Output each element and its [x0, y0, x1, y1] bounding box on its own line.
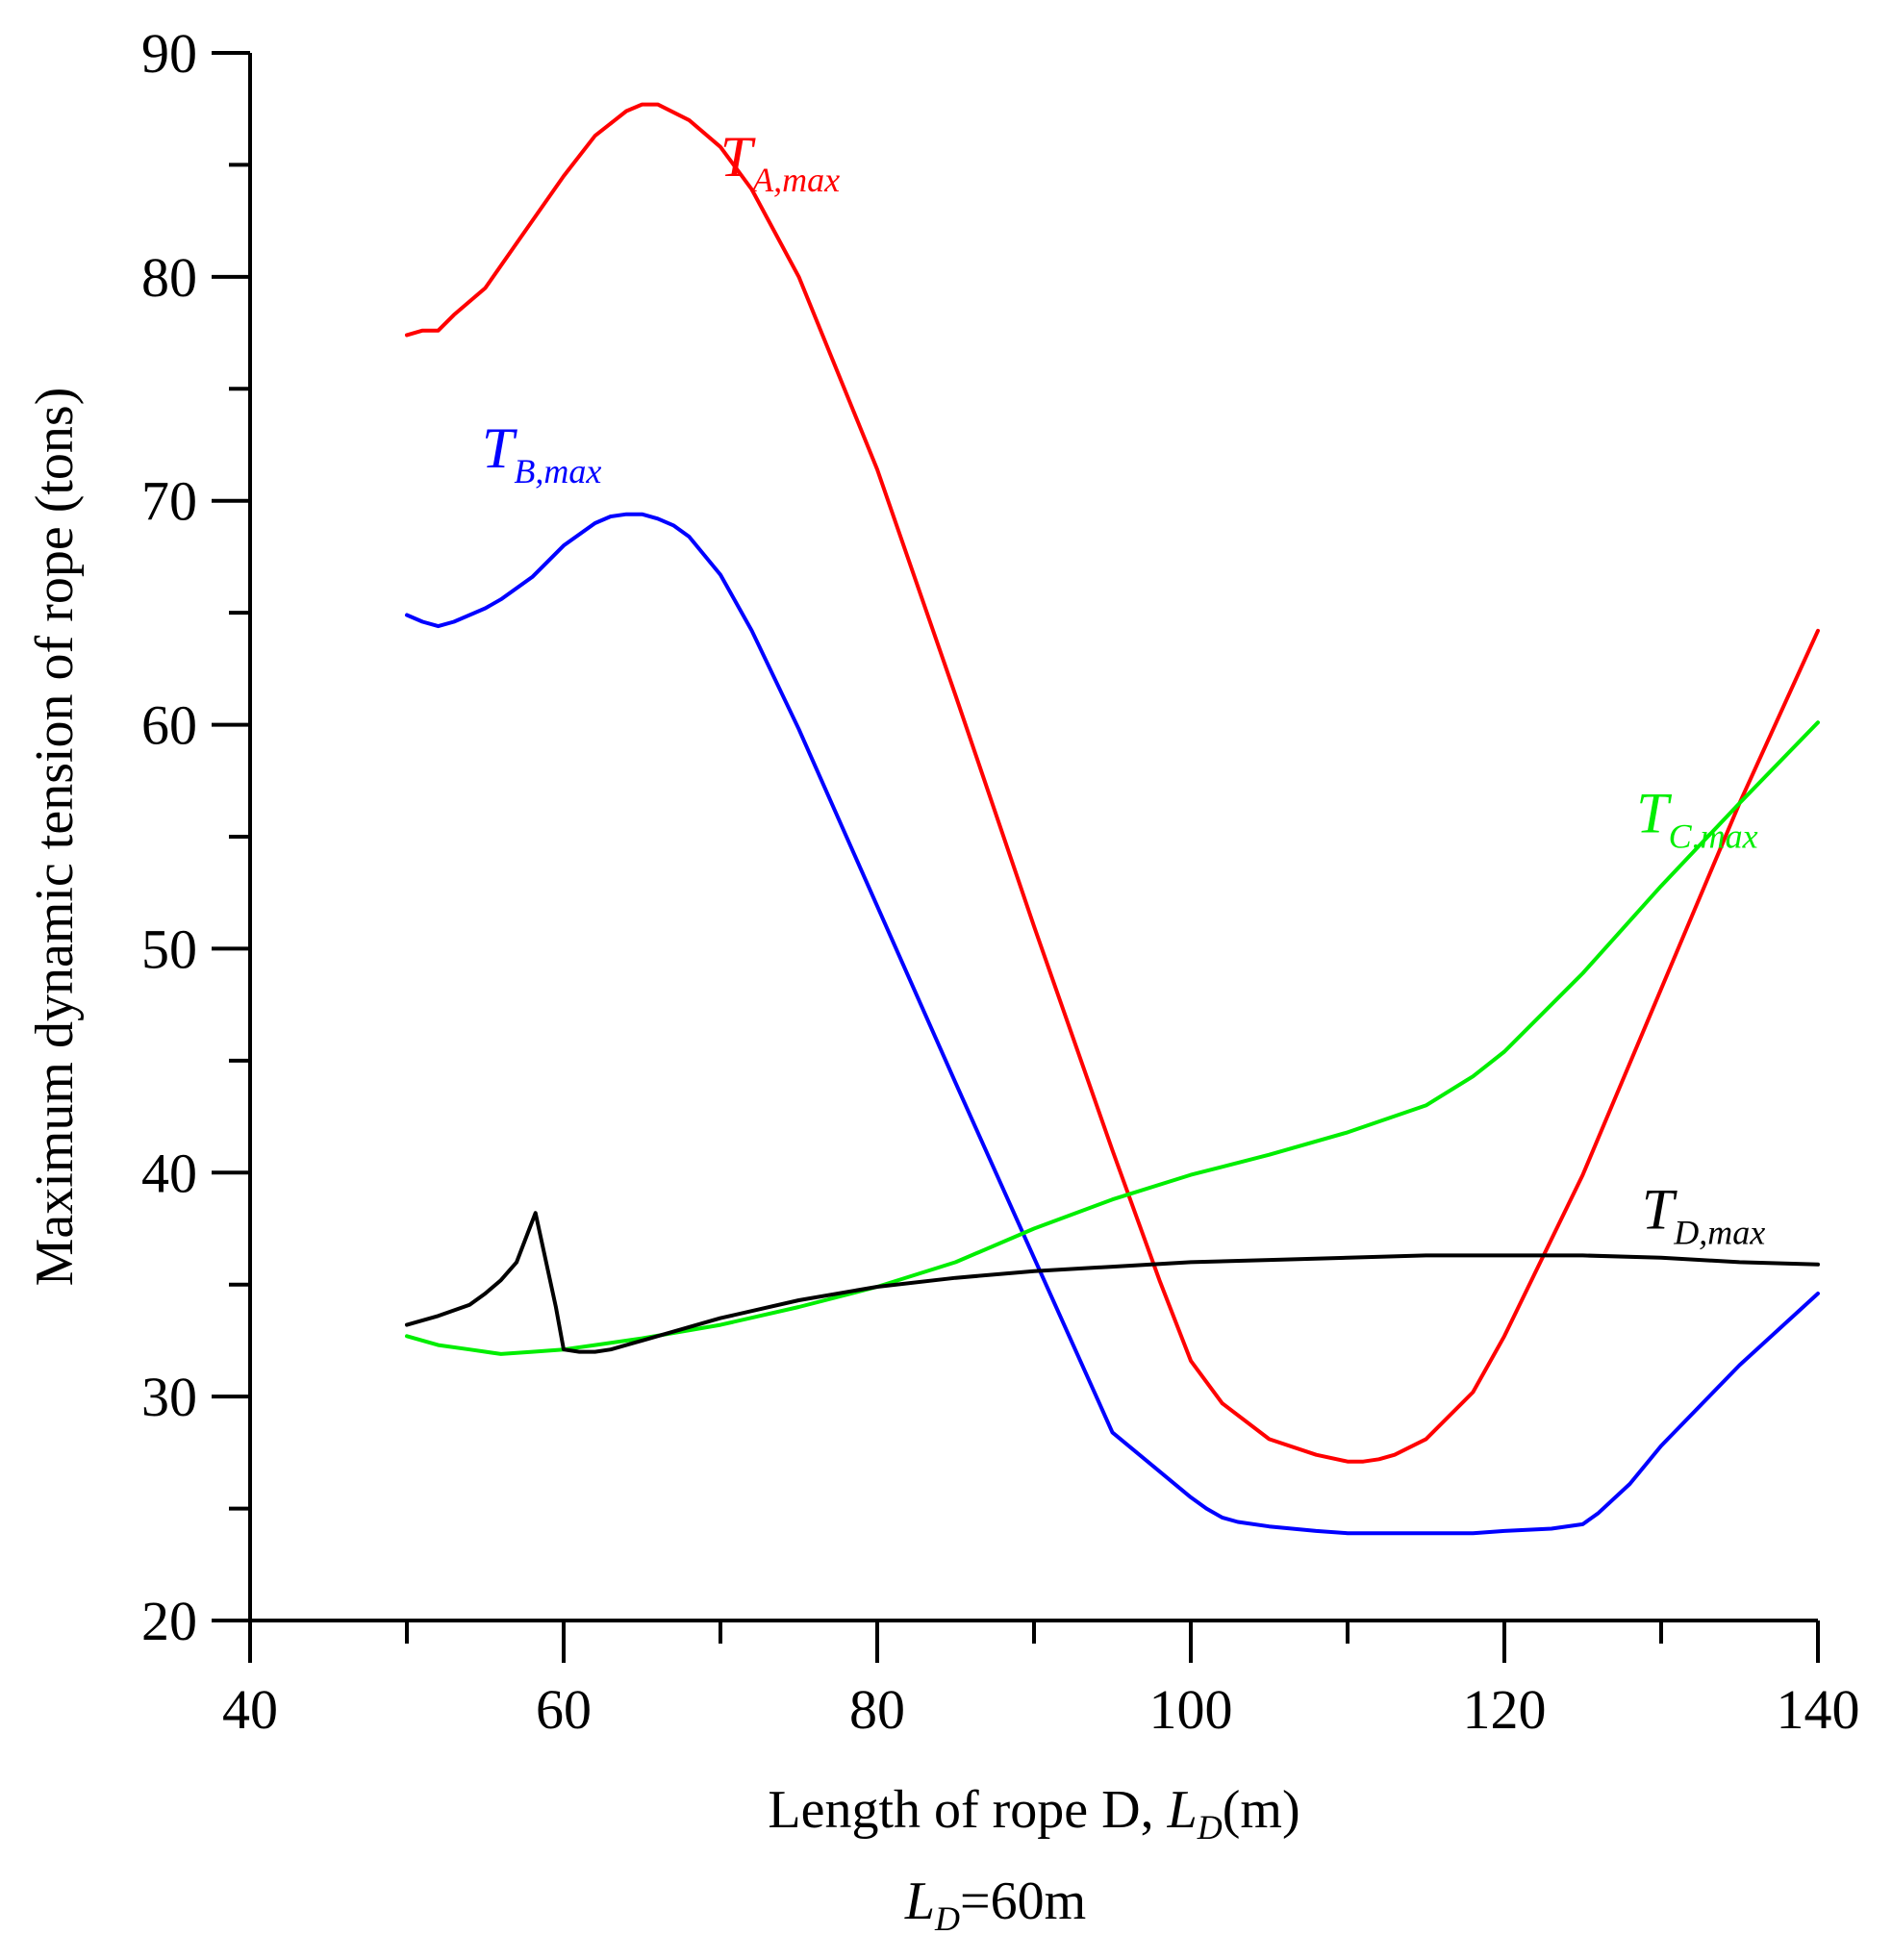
series-label-var: T	[482, 416, 517, 480]
y-tick-label: 60	[141, 694, 197, 757]
series-label-var: T	[1636, 781, 1672, 844]
x-tick-label: 80	[849, 1678, 905, 1741]
caption-suffix: =60m	[960, 1872, 1086, 1931]
series-label-sub: C,max	[1669, 817, 1758, 855]
series-label-sub: A,max	[750, 161, 840, 199]
x-tick-label: 60	[536, 1678, 592, 1741]
series-lines	[405, 102, 1820, 1536]
x-tick-label: 120	[1463, 1678, 1547, 1741]
x-axis-title-sub: D	[1197, 1808, 1223, 1847]
y-tick-label: 50	[141, 917, 197, 980]
y-tick-label: 70	[141, 470, 197, 533]
series-line-a	[405, 102, 1820, 1464]
y-tick-label: 20	[141, 1590, 197, 1652]
x-axis-title-suffix: (m)	[1223, 1780, 1300, 1840]
series-line-d	[405, 1211, 1820, 1354]
series-label-var: T	[720, 125, 756, 188]
x-tick-label: 140	[1777, 1678, 1860, 1741]
series-label-var: T	[1642, 1178, 1678, 1242]
y-axis-ticks: 20 30 40 50 60 70 80 90	[141, 22, 250, 1652]
y-tick-label: 40	[141, 1142, 197, 1204]
series-label-b: TB,max	[482, 416, 601, 490]
x-axis-title-var: L	[1167, 1780, 1198, 1840]
series-label-sub: D,max	[1673, 1214, 1765, 1252]
chart-caption: LD=60m	[904, 1872, 1086, 1938]
y-tick-label: 30	[141, 1366, 197, 1428]
x-axis-title-prefix: Length of rope D,	[768, 1780, 1167, 1840]
series-label-a: TA,max	[720, 125, 840, 199]
series-label-c: TC,max	[1636, 781, 1757, 855]
x-axis-title: Length of rope D, LD(m)	[768, 1780, 1299, 1847]
caption-var: L	[904, 1872, 935, 1931]
y-tick-label: 90	[141, 22, 197, 85]
y-axis-title: Maximum dynamic tension of rope (tons)	[25, 388, 85, 1287]
y-tick-label: 80	[141, 246, 197, 309]
series-label-d: TD,max	[1642, 1178, 1765, 1252]
series-line-b	[405, 512, 1820, 1536]
series-label-sub: B,max	[514, 452, 601, 490]
x-tick-label: 100	[1149, 1678, 1233, 1741]
x-tick-label: 40	[222, 1678, 278, 1741]
x-axis-ticks: 40 60 80 100 120 140	[222, 1621, 1860, 1741]
series-line-c	[405, 720, 1820, 1356]
caption-sub: D	[934, 1899, 960, 1938]
